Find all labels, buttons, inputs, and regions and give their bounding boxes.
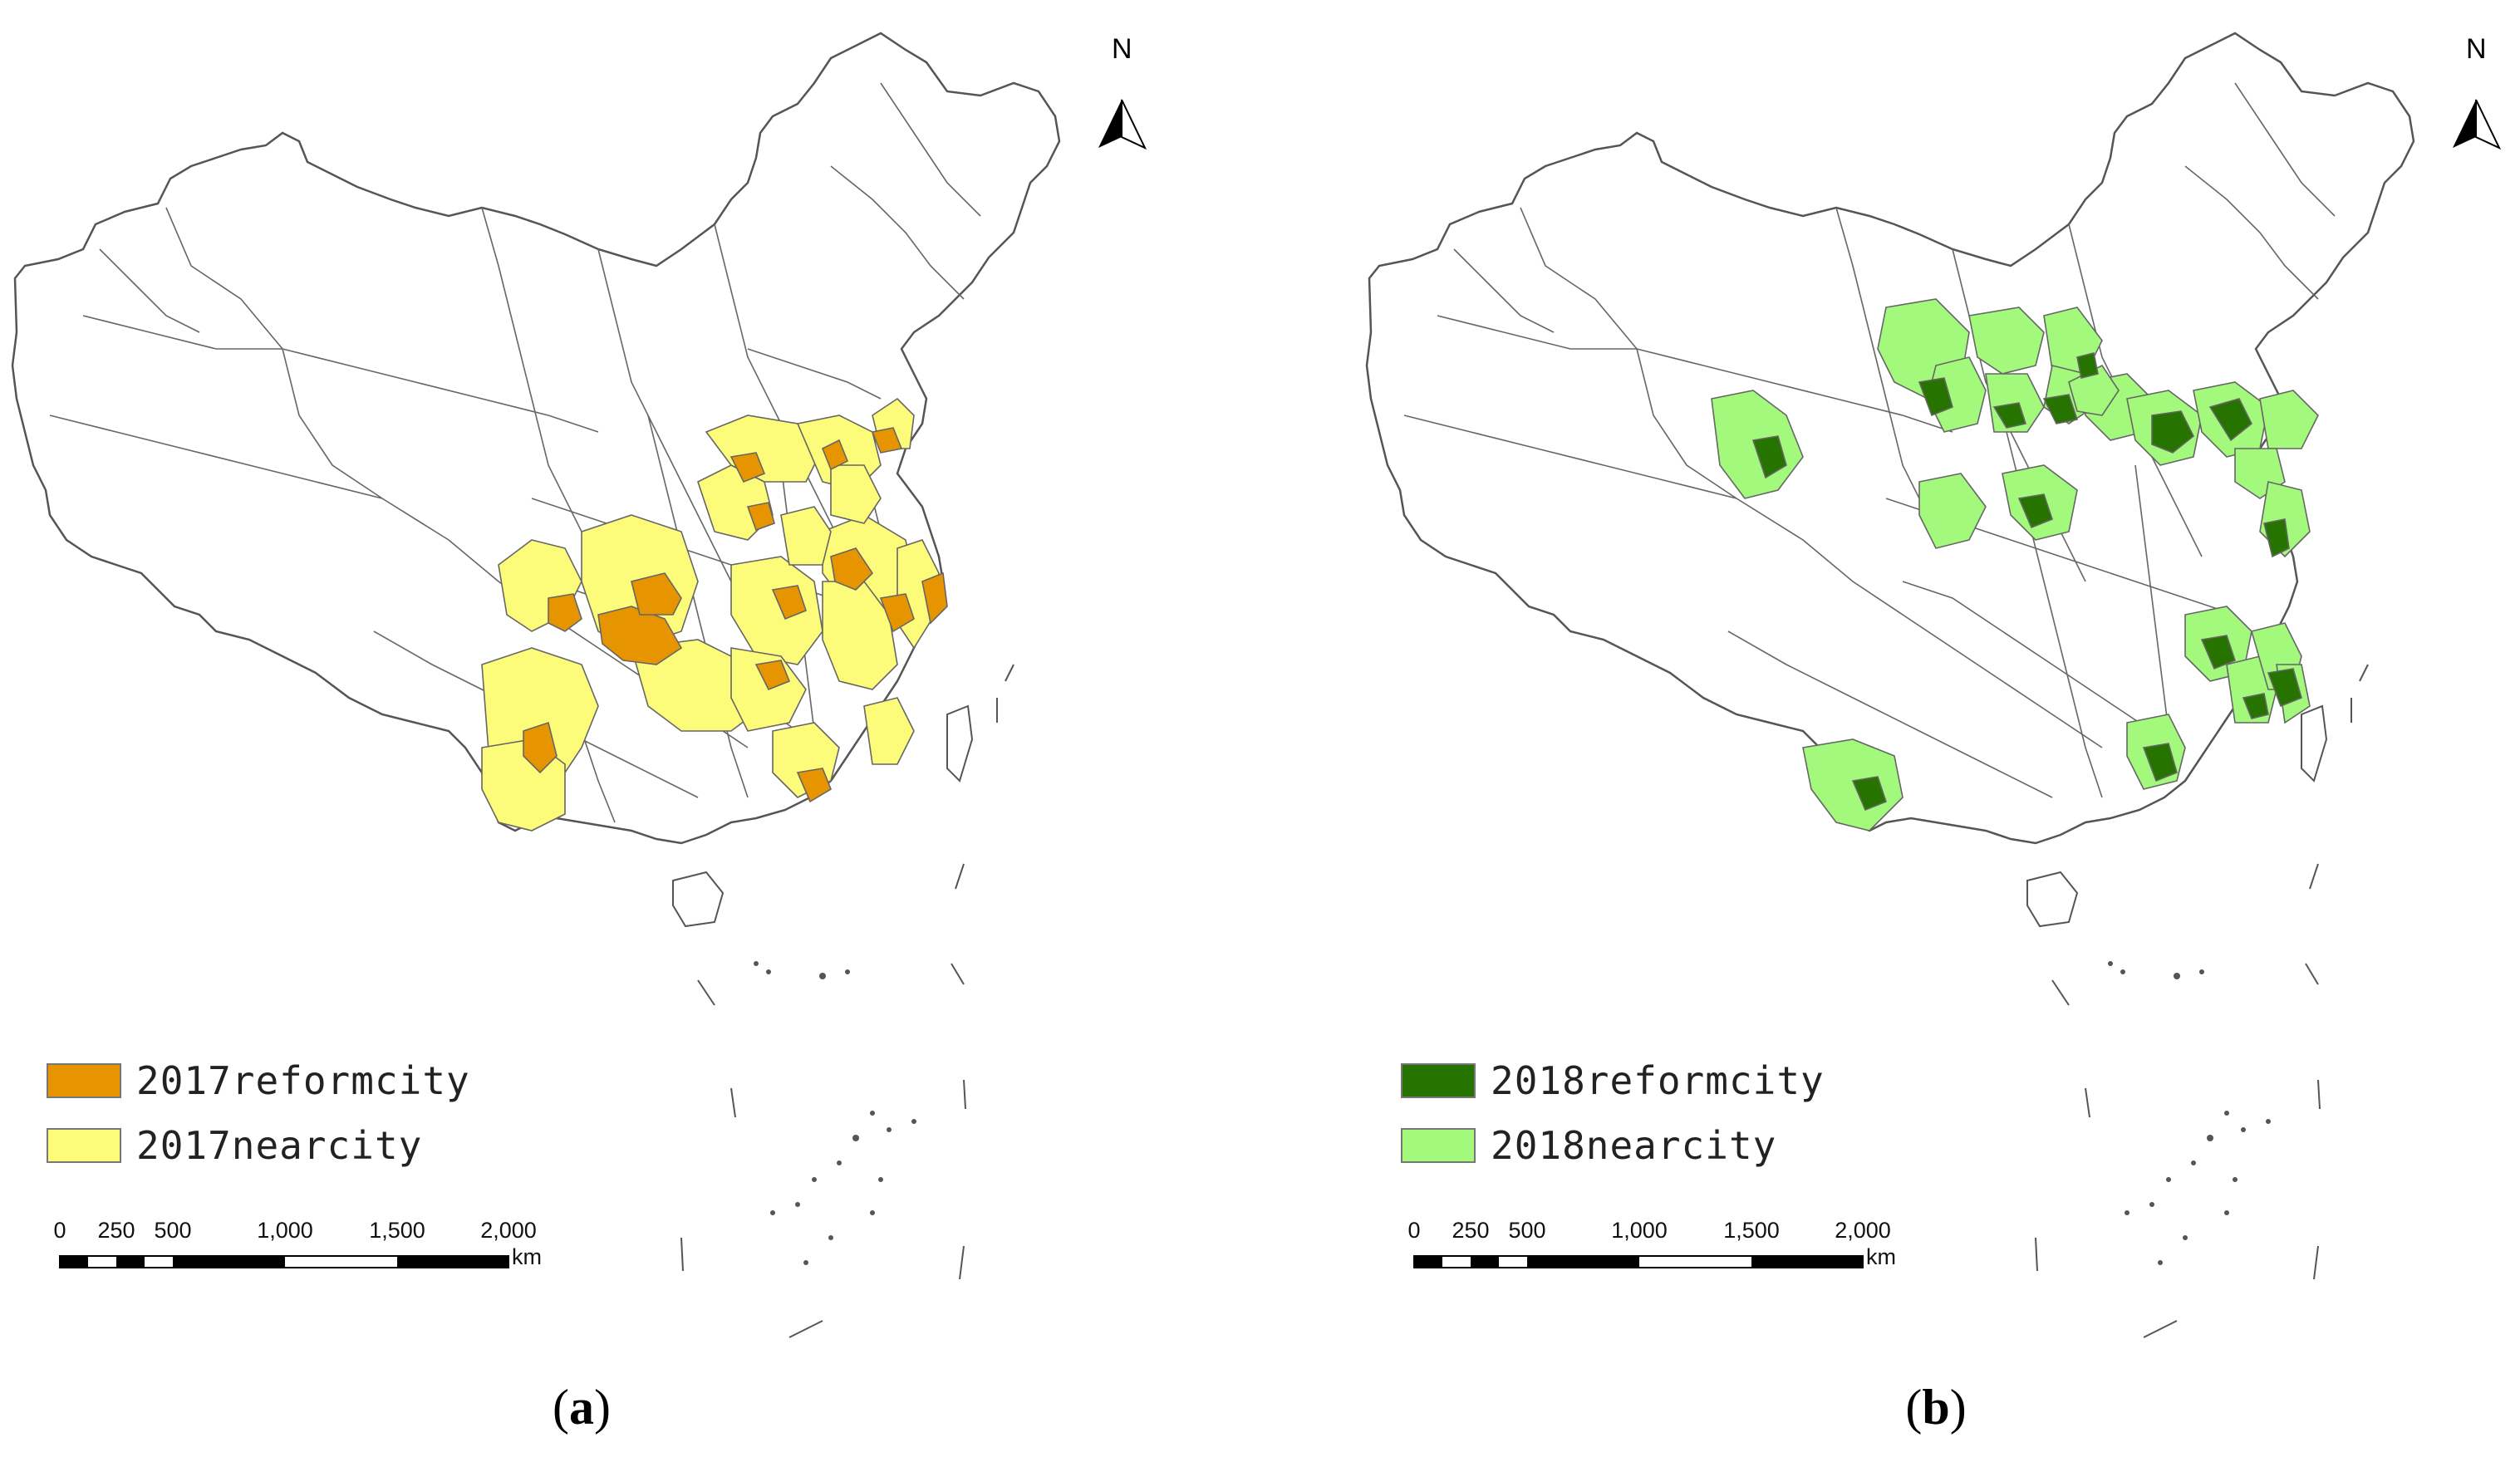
- legend-swatch-reformcity: [47, 1063, 121, 1098]
- scale-tick-label: 2,000: [1835, 1218, 1891, 1243]
- north-arrow-icon: [1098, 99, 1147, 150]
- hainan-island: [672, 871, 725, 928]
- china-outline: [1365, 32, 2415, 845]
- legend-label-reformcity: 2017reformcity: [136, 1058, 470, 1103]
- scale-tick-label: 2,000: [480, 1218, 537, 1243]
- scale-tick-label: 250: [97, 1218, 135, 1243]
- map-panel-a: N 2017reformcity 2017nearcity 0 250 500 …: [11, 32, 1147, 1436]
- caption-open: (: [553, 1380, 569, 1435]
- island-dots: [2108, 961, 2271, 1265]
- china-map-b: [1365, 32, 2502, 1338]
- caption-close: ): [594, 1380, 611, 1435]
- north-label: N: [2466, 33, 2487, 65]
- china-map-a: [11, 32, 1147, 1338]
- scale-tick-label: 250: [1452, 1218, 1490, 1243]
- legend-label-nearcity: 2017nearcity: [136, 1123, 423, 1168]
- legend-item-reformcity: 2017reformcity: [47, 1048, 470, 1113]
- legend-label-reformcity: 2018reformcity: [1491, 1058, 1825, 1103]
- legend-label-nearcity: 2018nearcity: [1491, 1123, 1777, 1168]
- south-china-sea-lines: [680, 664, 1014, 1338]
- north-label: N: [1112, 33, 1132, 65]
- panel-caption-b: (b): [1905, 1379, 1966, 1436]
- scale-tick-label: 1,500: [1723, 1218, 1780, 1243]
- legend-swatch-reformcity: [1401, 1063, 1476, 1098]
- caption-open: (: [1905, 1380, 1923, 1435]
- taiwan-island: [946, 704, 974, 783]
- scale-labels-b: 0 250 500 1,000 1,500 2,000 km: [1407, 1218, 1908, 1269]
- legend-item-nearcity: 2018nearcity: [1401, 1113, 1825, 1178]
- scale-tick-label: 0: [53, 1218, 66, 1243]
- scale-tick-label: 1,000: [1611, 1218, 1668, 1243]
- legend-b: 2018reformcity 2018nearcity: [1401, 1048, 1825, 1178]
- legend-swatch-nearcity: [1401, 1128, 1476, 1163]
- map-panel-b: N 2018reformcity 2018nearcity 0 250 500 …: [1354, 0, 2520, 1462]
- caption-letter: b: [1922, 1380, 1950, 1435]
- reformcity-regions-a: [523, 427, 948, 803]
- legend-item-reformcity: 2018reformcity: [1401, 1048, 1825, 1113]
- legend-a: 2017reformcity 2017nearcity: [47, 1048, 470, 1178]
- scale-bar: [59, 1255, 509, 1268]
- scale-unit: km: [512, 1244, 542, 1269]
- reformcity-regions-b: [1751, 352, 2302, 812]
- caption-close: ): [1949, 1380, 1967, 1435]
- legend-swatch-nearcity: [47, 1128, 121, 1163]
- scale-bar: [1413, 1255, 1864, 1268]
- legend-item-nearcity: 2017nearcity: [47, 1113, 470, 1178]
- scale-unit: km: [1866, 1244, 1896, 1269]
- taiwan-island: [2301, 704, 2328, 783]
- scale-tick-label: 500: [154, 1218, 192, 1243]
- map-content: [1365, 32, 2415, 1338]
- north-arrow-icon: [2453, 99, 2502, 150]
- south-china-sea-lines: [2035, 664, 2369, 1338]
- hainan-island: [2026, 871, 2079, 928]
- scale-tick-label: 1,500: [369, 1218, 425, 1243]
- map-content: [11, 32, 1061, 1338]
- caption-letter: a: [569, 1380, 594, 1435]
- panel-caption-a: (a): [553, 1379, 611, 1436]
- scale-tick-label: 500: [1508, 1218, 1546, 1243]
- scale-tick-label: 0: [1407, 1218, 1421, 1243]
- scale-labels-a: 0 250 500 1,000 1,500 2,000 km: [53, 1218, 553, 1269]
- island-dots: [754, 961, 916, 1265]
- scale-tick-label: 1,000: [257, 1218, 313, 1243]
